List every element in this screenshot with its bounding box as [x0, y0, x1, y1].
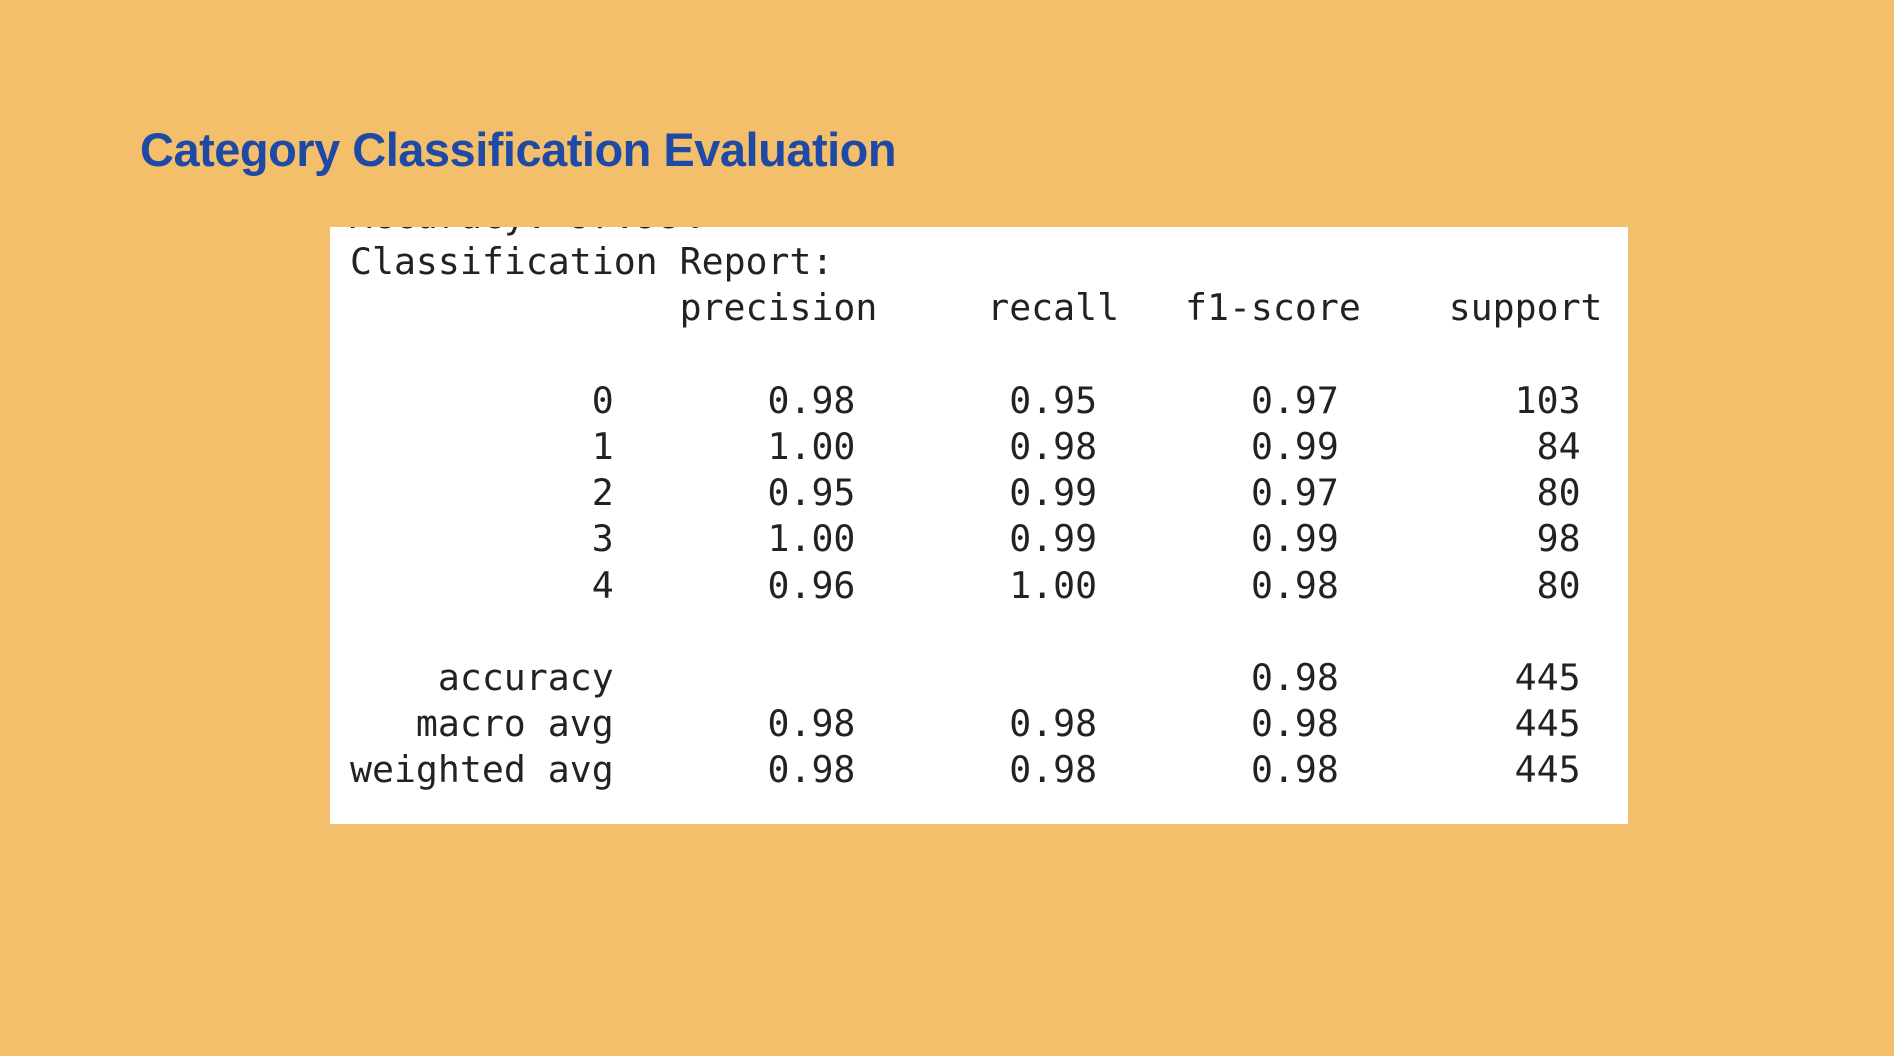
column-header: f1-score [1185, 286, 1361, 330]
cell-value: 1.00 [767, 424, 856, 468]
cell-value: 445 [1514, 655, 1581, 699]
cell-value: 0.96 [767, 563, 856, 607]
cell-value: 445 [1514, 702, 1581, 746]
cell-value: 0.99 [1250, 517, 1339, 561]
row-label: accuracy [437, 655, 614, 699]
class-rows: 0 0.98 0.95 0.97 103 1 1.00 0.98 0.99 84 2 0.95 0.99… [350, 378, 1603, 609]
cell-value: 1.00 [767, 517, 856, 561]
cell-value: 80 [1536, 563, 1581, 607]
row-label: 4 [591, 563, 614, 607]
cell-value: 0.98 [1250, 748, 1339, 792]
page-title: Category Classification Evaluation [140, 123, 897, 176]
row-label: 0 [591, 378, 614, 422]
report-heading: Classification Report: [350, 239, 1603, 285]
accuracy-text: Accuracy: 97.98% [350, 227, 702, 237]
class-row: 1 1.00 0.98 0.99 84 [350, 424, 1603, 470]
cell-value: 445 [1514, 748, 1581, 792]
cell-value: 0.98 [1009, 424, 1098, 468]
class-row: 2 0.95 0.99 0.97 80 [350, 470, 1603, 516]
cell-value: 0.98 [1009, 748, 1098, 792]
cell-value: 1.00 [1009, 563, 1098, 607]
summary-row: accuracy 0.98 445 [350, 655, 1603, 701]
cell-value: 0.98 [767, 748, 856, 792]
column-header: support [1448, 286, 1603, 330]
cell-value: 0.98 [1009, 702, 1098, 746]
cell-value: 0.98 [1250, 563, 1339, 607]
cell-value: 0.99 [1009, 517, 1098, 561]
row-label: 1 [591, 424, 614, 468]
cell-value: 0.98 [767, 702, 856, 746]
class-row: 3 1.00 0.99 0.99 98 [350, 516, 1603, 562]
row-label: weighted avg [350, 748, 614, 792]
blank-line [350, 609, 1603, 655]
cell-value: 103 [1514, 378, 1581, 422]
cell-value: 0.97 [1250, 471, 1339, 515]
summary-rows: accuracy 0.98 445 macro avg 0.98 0.98 0.98 445 w… [350, 655, 1603, 794]
class-row: 4 0.96 1.00 0.98 80 [350, 563, 1603, 609]
summary-row: weighted avg 0.98 0.98 0.98 445 [350, 747, 1603, 793]
cell-value: 0.95 [767, 471, 856, 515]
cell-value: 0.99 [1250, 424, 1339, 468]
accuracy-line: Accuracy: 97.98% [350, 227, 1603, 239]
column-header: recall [987, 286, 1120, 330]
cell-value: 98 [1536, 517, 1581, 561]
cell-value: 84 [1536, 424, 1581, 468]
report-text: Accuracy: 97.98% Classification Report: … [350, 227, 1603, 793]
column-header: precision [679, 286, 878, 330]
cell-value: 80 [1536, 471, 1581, 515]
cell-value: 0.98 [767, 378, 856, 422]
row-label: 3 [591, 517, 614, 561]
cell-value: 0.99 [1009, 471, 1098, 515]
summary-row: macro avg 0.98 0.98 0.98 445 [350, 701, 1603, 747]
blank-line [350, 332, 1603, 378]
report-heading-text: Classification Report: [350, 240, 834, 284]
row-label: 2 [591, 471, 614, 515]
class-row: 0 0.98 0.95 0.97 103 [350, 378, 1603, 424]
report-header-row: precision recall f1-score support [350, 285, 1603, 331]
cell-value: 0.95 [1009, 378, 1098, 422]
classification-report-panel: Accuracy: 97.98% Classification Report: … [330, 227, 1628, 824]
cell-value: 0.97 [1250, 378, 1339, 422]
row-label: macro avg [415, 702, 614, 746]
cell-value: 0.98 [1250, 702, 1339, 746]
cell-value: 0.98 [1250, 655, 1339, 699]
